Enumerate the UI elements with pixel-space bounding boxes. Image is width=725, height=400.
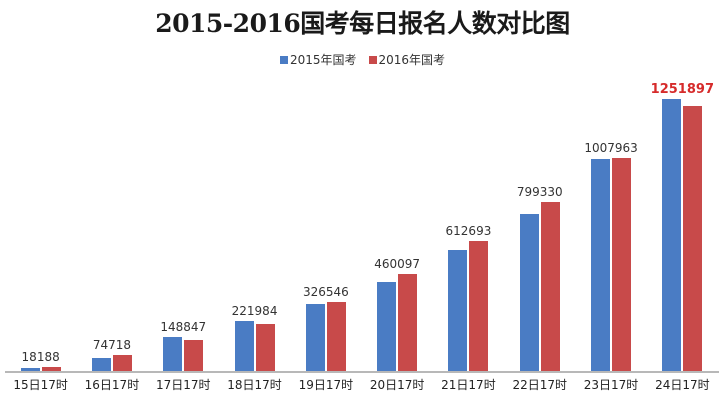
x-tick-label: 18日17时	[227, 378, 282, 392]
bar-2016	[112, 355, 132, 371]
bar-2016	[41, 367, 61, 371]
x-tick-label: 21日17时	[441, 378, 496, 392]
chart-title: 2015-2016国考每日报名人数对比图	[155, 9, 570, 38]
x-tick-label: 23日17时	[583, 378, 639, 392]
data-label: 460097	[374, 256, 421, 271]
bar-2016	[398, 274, 418, 371]
data-label: 612693	[445, 224, 492, 239]
legend-label-2015: 2015年国考	[289, 53, 357, 67]
data-label: 1251897	[650, 82, 714, 98]
x-tick-label: 24日17时	[655, 378, 710, 392]
data-label: 18188	[21, 350, 60, 365]
x-tick-label: 16日17时	[84, 378, 140, 392]
x-axis-line	[5, 371, 719, 373]
bar-2015	[662, 99, 682, 371]
data-label: 74718	[92, 338, 132, 353]
bar-2015	[305, 304, 325, 371]
bar-2015	[519, 214, 539, 371]
legend-swatch-2016	[368, 55, 377, 64]
data-label: 1007963	[584, 140, 638, 155]
legend-swatch-2015	[279, 55, 288, 64]
x-tick-label: 20日17时	[369, 378, 425, 392]
x-tick-label: 22日17时	[512, 378, 568, 392]
legend: 2015年国考 2016年国考	[0, 51, 725, 68]
bar-2016	[683, 106, 703, 371]
bar-2016	[184, 340, 204, 371]
x-tick-label: 17日17时	[155, 378, 211, 392]
bar-2015	[234, 321, 254, 371]
bar-2016	[326, 302, 346, 371]
data-label: 799330	[516, 184, 563, 199]
bar-2016	[540, 202, 560, 371]
legend-item-2015: 2015年国考	[279, 51, 357, 68]
data-label: 326546	[302, 284, 349, 299]
bar-2015	[163, 337, 183, 371]
bar-2016	[255, 324, 275, 371]
x-tick-label: 15日17时	[13, 378, 68, 392]
bar-2015	[91, 358, 111, 371]
bar-2016	[469, 241, 489, 371]
bar-2015	[377, 282, 397, 371]
x-tick-label: 19日17时	[298, 378, 354, 392]
legend-item-2016: 2016年国考	[368, 51, 446, 68]
bar-2015	[20, 368, 40, 371]
bar-2015	[591, 159, 611, 371]
data-label: 221984	[231, 304, 278, 319]
bar-2015	[448, 250, 468, 371]
bar-2016	[612, 158, 632, 371]
legend-label-2016: 2016年国考	[378, 53, 446, 67]
data-label: 148847	[160, 320, 207, 335]
